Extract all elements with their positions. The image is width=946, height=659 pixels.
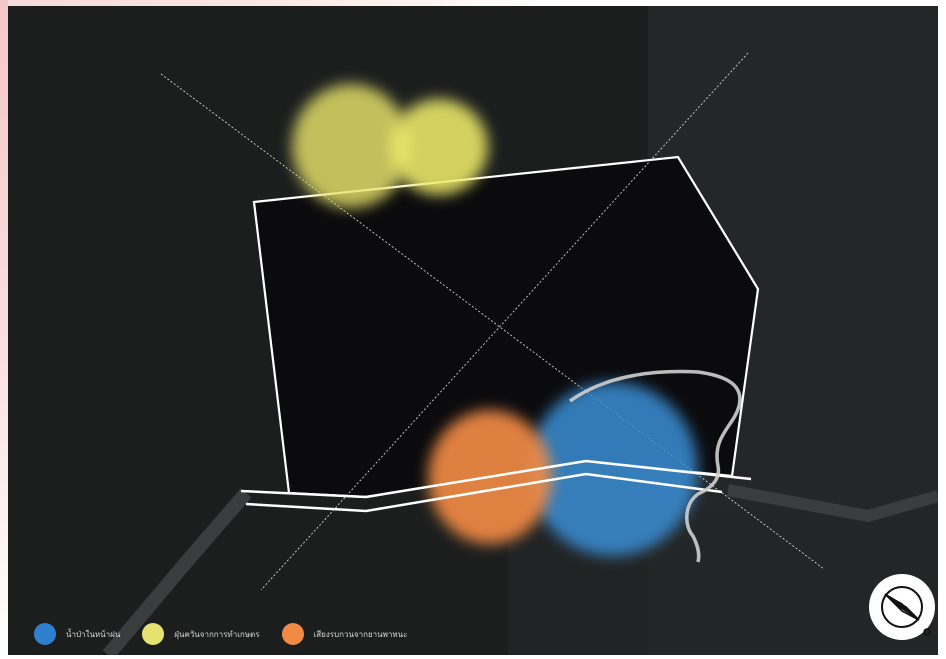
guide-line-1 bbox=[160, 73, 825, 570]
stream-line bbox=[568, 369, 742, 563]
legend-dot-yellow-icon bbox=[142, 623, 165, 645]
main-road-edge-top bbox=[240, 459, 752, 499]
legend-item-noise: เสียงรบกวนจากยานพาหนะ bbox=[281, 623, 408, 645]
legend-label-noise: เสียงรบกวนจากยานพาหนะ bbox=[313, 629, 408, 639]
road-bottom-right bbox=[726, 484, 938, 523]
guide-line-2 bbox=[260, 52, 749, 591]
overlay-lines bbox=[240, 369, 752, 563]
map-legend: น้ำป่าในหน้าฝน ฝุ่นควันจากการทำเกษตร เสี… bbox=[34, 621, 429, 647]
dust-zone-2 bbox=[390, 99, 488, 195]
left-page-strip bbox=[0, 0, 8, 659]
legend-dot-orange-icon bbox=[281, 623, 304, 645]
legend-item-dust: ฝุ่นควันจากการทำเกษตร bbox=[142, 623, 260, 645]
map-frame[interactable]: น้ำป่าในหน้าฝน ฝุ่นควันจากการทำเกษตร เสี… bbox=[8, 6, 938, 655]
compass-icon bbox=[881, 586, 931, 636]
road-diagonal-left bbox=[102, 488, 252, 655]
compass-rose bbox=[869, 574, 935, 640]
legend-label-dust: ฝุ่นควันจากการทำเกษตร bbox=[174, 629, 260, 639]
legend-label-water: น้ำป่าในหน้าฝน bbox=[66, 629, 121, 639]
legend-item-water: น้ำป่าในหน้าฝน bbox=[34, 623, 120, 645]
legend-dot-blue-icon bbox=[34, 623, 56, 645]
main-road-edge-bottom bbox=[245, 472, 723, 513]
top-page-strip bbox=[0, 0, 946, 6]
